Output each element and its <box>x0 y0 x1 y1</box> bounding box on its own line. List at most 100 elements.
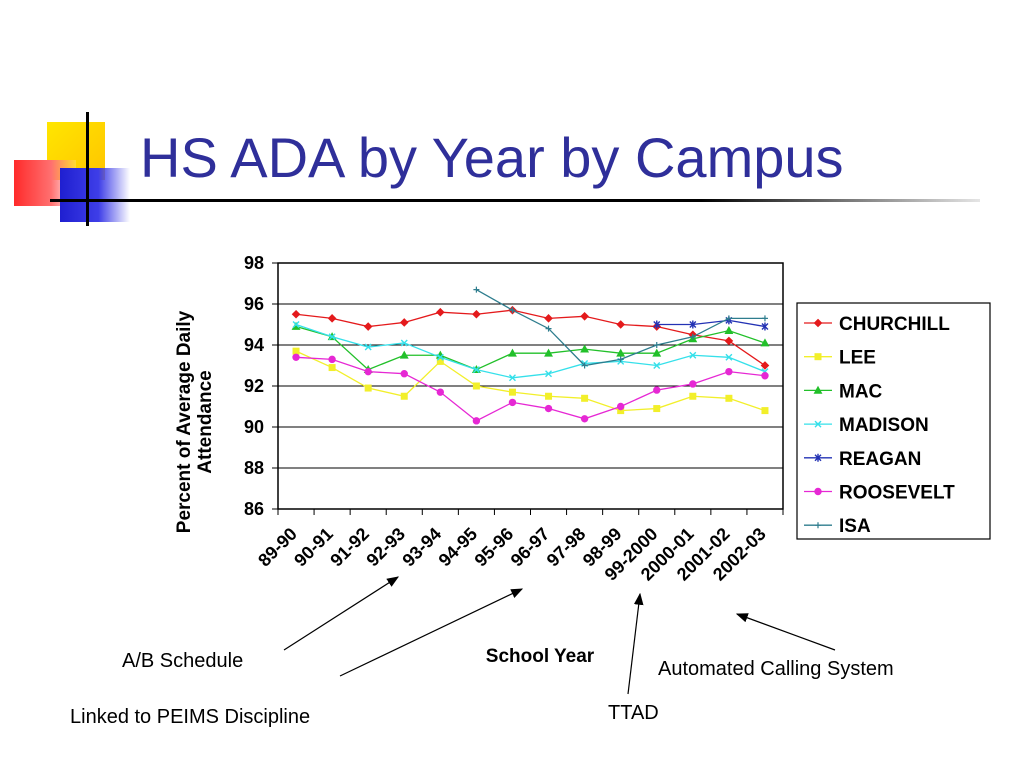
arrow-calling-system <box>735 613 836 651</box>
legend-item-lee: LEE <box>804 348 876 369</box>
annotation-ttad: TTAD <box>608 702 659 724</box>
data-point-roosevelt <box>400 370 408 378</box>
data-point-lee <box>472 382 480 390</box>
annotation-peims-discipline: Linked to PEIMS Discipline <box>70 706 311 728</box>
data-point-lee <box>761 407 769 415</box>
series-line-churchill <box>295 309 766 367</box>
data-point-roosevelt <box>292 353 300 361</box>
legend-marker <box>814 420 822 428</box>
series-line-madison <box>295 323 766 379</box>
data-point-isa <box>581 362 588 369</box>
series-mac <box>291 321 770 373</box>
data-point-churchill <box>616 320 625 329</box>
y-axis-title-line1: Percent of Average DailyAttendance <box>174 310 216 533</box>
legend-box <box>796 302 991 540</box>
arrow-ttad <box>627 592 644 695</box>
data-point-roosevelt <box>328 355 336 364</box>
data-point-madison <box>328 333 336 341</box>
legend: CHURCHILL LEE MAC MADISON REAGAN ROOSEVELT ISA <box>804 314 955 537</box>
deco-vertical-bar <box>86 112 89 226</box>
data-point-roosevelt <box>508 398 517 407</box>
series-line-roosevelt <box>295 356 766 422</box>
data-point-roosevelt <box>544 404 553 413</box>
legend-item-madison: MADISON <box>804 415 929 436</box>
x-tick-label: 92-93 <box>362 524 409 571</box>
legend-label: ISA <box>839 516 871 537</box>
data-point-mac <box>724 326 734 335</box>
data-point-madison <box>364 343 372 351</box>
legend-label: MADISON <box>839 415 929 436</box>
data-point-roosevelt <box>653 386 661 394</box>
legend-marker <box>813 385 823 394</box>
data-point-mac <box>508 348 517 357</box>
x-tick-label: 91-92 <box>326 524 373 571</box>
grid-layer <box>278 303 783 469</box>
data-point-lee <box>364 384 372 392</box>
legend-item-roosevelt: ROOSEVELT <box>804 483 955 504</box>
y-axis-ticks: 86 88 90 92 94 96 98 <box>244 253 278 519</box>
series-line-reagan <box>656 319 766 328</box>
data-point-roosevelt <box>761 372 769 380</box>
y-tick-label: 92 <box>244 376 264 396</box>
data-point-isa <box>725 315 732 322</box>
series-madison <box>292 321 769 382</box>
series-line-lee <box>295 350 766 412</box>
data-point-lee <box>508 388 516 396</box>
data-point-lee <box>400 392 408 400</box>
data-point-roosevelt <box>580 415 589 423</box>
data-point-madison <box>725 353 733 361</box>
data-point-isa <box>473 286 480 293</box>
y-tick-label: 88 <box>244 458 264 478</box>
series-layer <box>291 286 770 425</box>
arrow-peims <box>339 588 524 677</box>
data-point-madison <box>689 351 697 359</box>
data-point-reagan <box>689 320 697 329</box>
data-point-mac <box>544 348 553 357</box>
data-point-roosevelt <box>725 367 733 376</box>
data-point-churchill <box>436 307 445 317</box>
legend-item-mac: MAC <box>804 381 883 402</box>
data-point-churchill <box>760 361 770 370</box>
data-point-isa <box>689 333 696 340</box>
legend-label: MAC <box>839 381 883 402</box>
data-point-lee <box>725 394 733 402</box>
slide-title: HS ADA by Year by Campus <box>140 126 844 189</box>
x-axis-ticks: 89-9090-9191-9292-9393-9494-9595-9696-97… <box>254 509 784 585</box>
data-point-reagan <box>653 320 661 329</box>
x-tick-label: 90-91 <box>290 524 337 571</box>
x-tick-label: 96-97 <box>507 524 554 571</box>
x-tick-label: 97-98 <box>543 524 590 571</box>
legend-label: REAGAN <box>839 449 921 470</box>
legend-marker <box>814 487 822 496</box>
y-tick-label: 96 <box>244 294 264 314</box>
legend-item-churchill: CHURCHILL <box>804 314 950 335</box>
data-point-mac <box>616 348 626 357</box>
annotation-arrows <box>283 576 836 695</box>
data-point-reagan <box>761 322 769 331</box>
y-tick-label: 98 <box>244 253 264 273</box>
x-axis-title: School Year <box>486 646 595 667</box>
data-point-churchill <box>291 309 301 319</box>
legend-marker <box>813 318 823 328</box>
data-point-lee <box>328 364 336 372</box>
data-point-churchill <box>472 309 481 319</box>
data-point-isa <box>509 307 516 314</box>
series-line-mac <box>295 325 766 371</box>
legend-label: ROOSEVELT <box>839 483 955 504</box>
data-point-isa <box>545 325 552 332</box>
data-point-lee <box>581 394 589 402</box>
data-point-mac <box>652 348 662 357</box>
legend-marker <box>814 453 822 462</box>
x-tick-label: 93-94 <box>398 524 445 571</box>
data-point-madison <box>653 362 661 369</box>
series-lee <box>292 347 769 415</box>
deco-blue-square <box>60 168 130 222</box>
data-point-roosevelt <box>689 380 697 388</box>
data-point-mac <box>399 350 409 359</box>
data-point-roosevelt <box>616 402 625 411</box>
data-point-madison <box>472 366 480 374</box>
y-tick-label: 94 <box>244 335 264 355</box>
y-tick-label: 90 <box>244 417 264 437</box>
data-point-roosevelt <box>364 367 372 376</box>
